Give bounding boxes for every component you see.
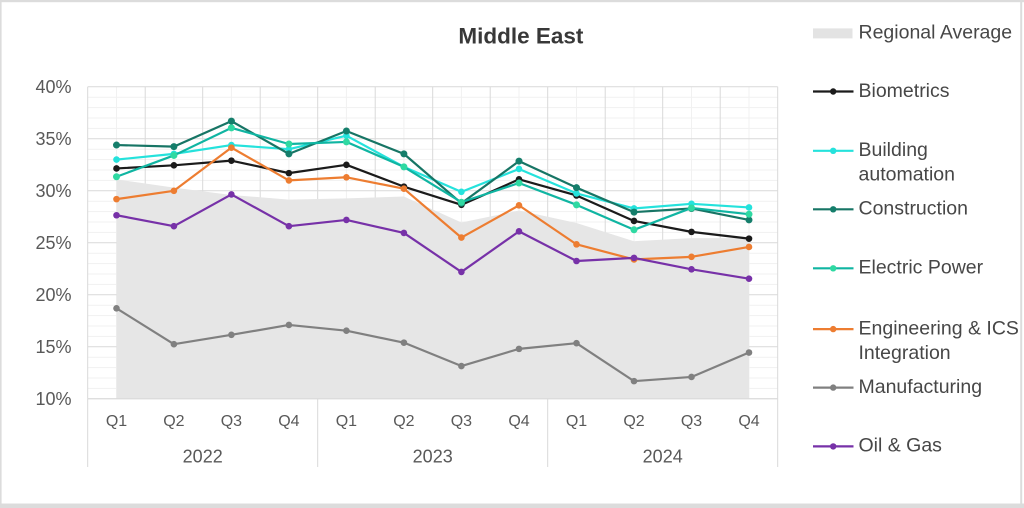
svg-text:Q4: Q4 xyxy=(278,413,299,430)
svg-text:2022: 2022 xyxy=(183,447,223,467)
svg-text:Oil & Gas: Oil & Gas xyxy=(859,435,943,457)
svg-text:35%: 35% xyxy=(35,129,71,149)
svg-text:Electric Power: Electric Power xyxy=(859,257,984,279)
svg-text:Middle East: Middle East xyxy=(458,24,584,49)
svg-text:Q3: Q3 xyxy=(681,413,702,430)
svg-text:Integration: Integration xyxy=(859,342,951,364)
svg-text:Q2: Q2 xyxy=(163,413,184,430)
svg-text:Q1: Q1 xyxy=(336,413,357,430)
svg-text:Biometrics: Biometrics xyxy=(859,80,950,102)
svg-text:Q2: Q2 xyxy=(623,413,644,430)
svg-text:10%: 10% xyxy=(35,389,71,409)
svg-text:Q4: Q4 xyxy=(738,413,759,430)
svg-text:2024: 2024 xyxy=(643,447,683,467)
svg-text:20%: 20% xyxy=(35,285,71,305)
svg-text:Regional Average: Regional Average xyxy=(859,22,1013,44)
svg-text:30%: 30% xyxy=(35,181,71,201)
svg-text:Construction: Construction xyxy=(859,198,968,220)
svg-text:Q4: Q4 xyxy=(508,413,529,430)
svg-text:Q3: Q3 xyxy=(451,413,472,430)
svg-text:Q3: Q3 xyxy=(221,413,242,430)
svg-text:25%: 25% xyxy=(35,233,71,253)
svg-text:Q1: Q1 xyxy=(566,413,587,430)
svg-text:Q2: Q2 xyxy=(393,413,414,430)
svg-text:15%: 15% xyxy=(35,337,71,357)
svg-text:Building: Building xyxy=(859,139,928,161)
svg-text:2023: 2023 xyxy=(413,447,453,467)
svg-text:40%: 40% xyxy=(35,77,71,97)
svg-text:Engineering & ICS: Engineering & ICS xyxy=(859,317,1019,339)
svg-text:automation: automation xyxy=(859,164,955,186)
svg-text:Manufacturing: Manufacturing xyxy=(859,376,983,398)
svg-text:Q1: Q1 xyxy=(106,413,127,430)
